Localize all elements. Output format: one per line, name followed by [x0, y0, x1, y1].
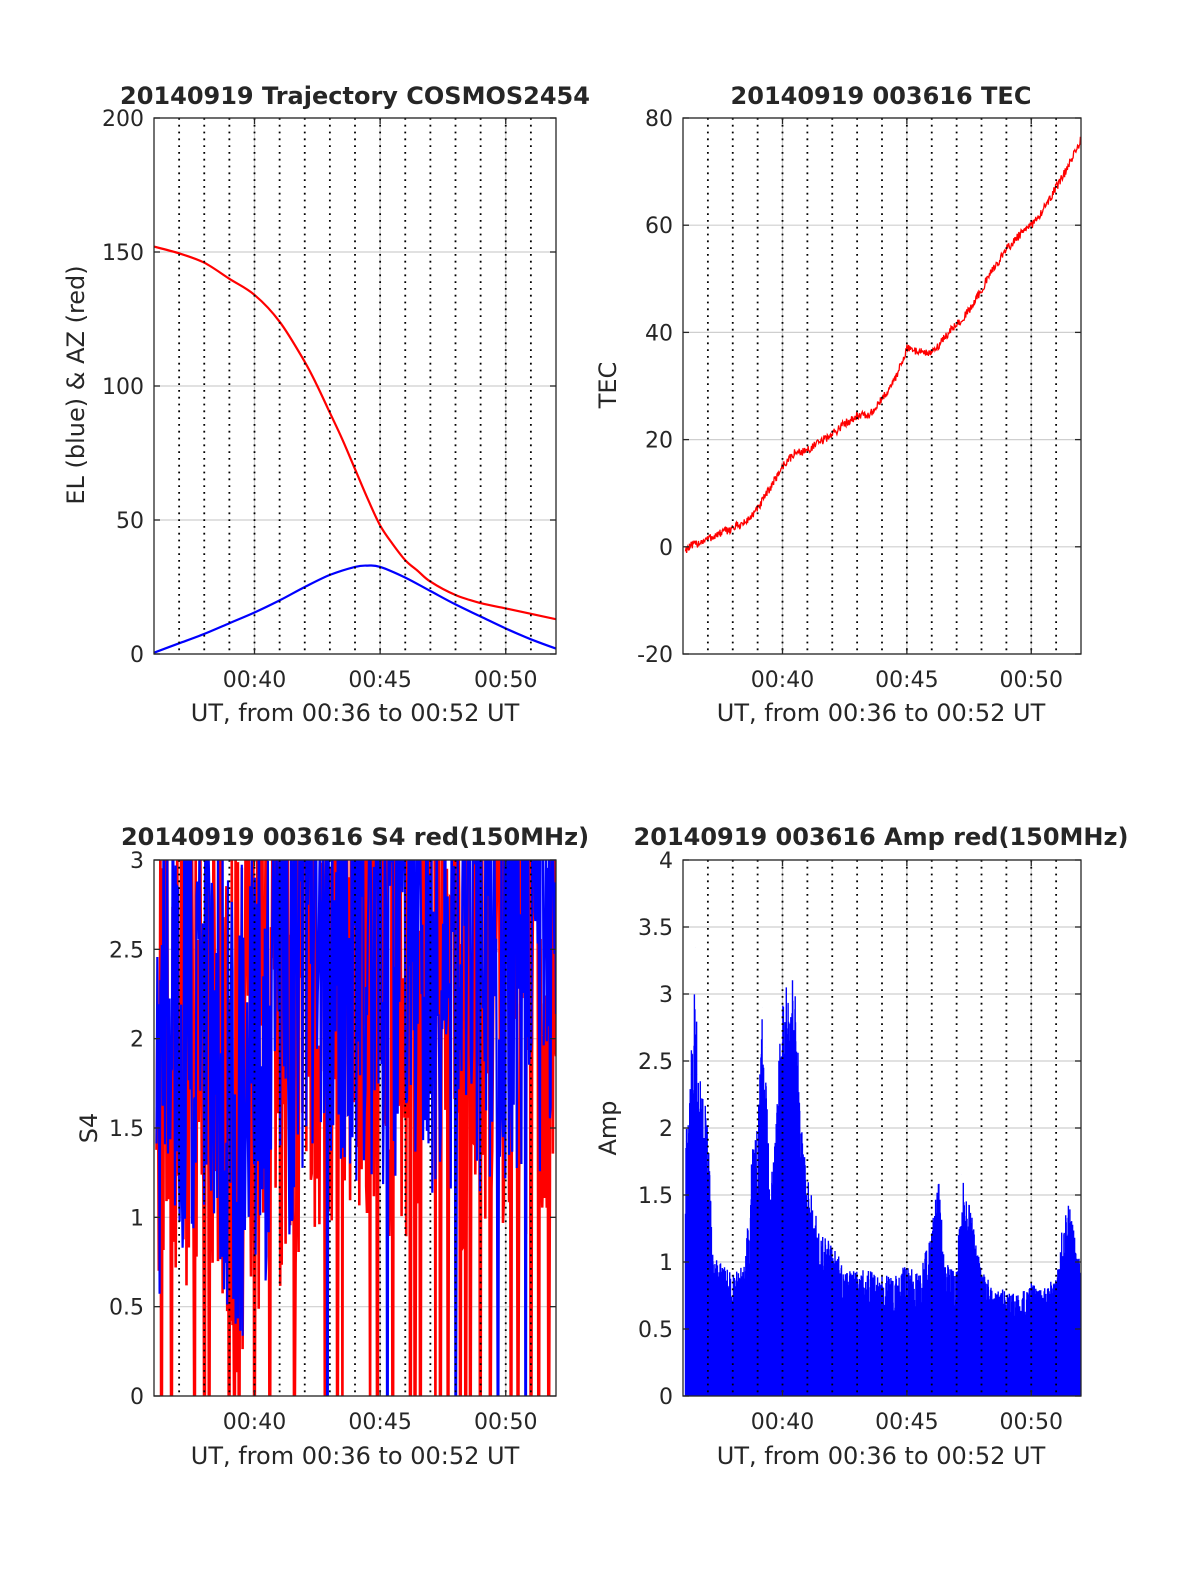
y-tick-label: 2.5 [638, 1050, 673, 1075]
x-tick-label: 00:50 [474, 668, 537, 693]
series-line [154, 245, 556, 621]
panel-title: 20140919 003616 TEC [731, 82, 1032, 110]
tec-panel: 20140919 003616 TEC TEC UT, from 00:36 t… [594, 82, 1082, 727]
y-tick-label: 0 [130, 643, 144, 668]
y-axis-label: Amp [594, 1100, 622, 1155]
y-tick-label: 0 [130, 1385, 144, 1410]
x-tick-label: 00:40 [751, 1410, 814, 1435]
x-tick-label: 00:50 [1000, 1410, 1063, 1435]
y-tick-label: 100 [102, 375, 144, 400]
y-tick-label: 3 [130, 849, 144, 874]
x-tick-label: 00:45 [875, 1410, 938, 1435]
y-tick-label: 3.5 [638, 916, 673, 941]
panel-title: 20140919 Trajectory COSMOS2454 [120, 82, 590, 110]
x-tick-label: 00:45 [875, 668, 938, 693]
y-tick-label: 1.5 [638, 1184, 673, 1209]
plot-content [155, 860, 556, 1396]
x-axis-label: UT, from 00:36 to 00:52 UT [191, 1442, 520, 1470]
y-tick-label: 4 [659, 849, 673, 874]
series-line [684, 980, 1081, 1396]
y-axis-label: EL (blue) & AZ (red) [62, 265, 90, 504]
y-tick-label: 3 [659, 983, 673, 1008]
x-tick-label: 00:50 [1000, 668, 1063, 693]
x-tick-label: 00:40 [223, 668, 286, 693]
y-tick-label: 20 [645, 429, 673, 454]
y-tick-label: 200 [102, 107, 144, 132]
x-tick-label: 00:40 [751, 668, 814, 693]
x-axis-label: UT, from 00:36 to 00:52 UT [717, 699, 1046, 727]
y-tick-label: 80 [645, 107, 673, 132]
series-0000ff [155, 860, 556, 1396]
y-tick-label: 0 [659, 1385, 673, 1410]
y-tick-label: 2.5 [109, 938, 144, 963]
amp-panel: 20140919 003616 Amp red(150MHz) Amp UT, … [594, 823, 1128, 1470]
x-tick-label: 00:40 [223, 1410, 286, 1435]
plot-content [684, 947, 1081, 1396]
y-tick-label: 60 [645, 214, 673, 239]
x-tick-label: 00:45 [348, 1410, 411, 1435]
y-tick-label: 1.5 [109, 1117, 144, 1142]
trajectory-panel: 20140919 Trajectory COSMOS2454 EL (blue)… [62, 82, 590, 727]
series-line [155, 860, 556, 1396]
y-tick-label: 150 [102, 241, 144, 266]
y-tick-label: 2 [130, 1028, 144, 1053]
y-axis-label: S4 [75, 1113, 103, 1144]
y-tick-label: 2 [659, 1117, 673, 1142]
panel-title: 20140919 003616 Amp red(150MHz) [634, 823, 1129, 851]
x-tick-label: 00:45 [348, 668, 411, 693]
x-axis-label: UT, from 00:36 to 00:52 UT [191, 699, 520, 727]
axes-box [682, 117, 1082, 655]
y-tick-label: 0.5 [109, 1296, 144, 1321]
s4-panel: 20140919 003616 S4 red(150MHz) S4 UT, fr… [75, 823, 589, 1470]
x-tick-label: 00:50 [474, 1410, 537, 1435]
panel-title: 20140919 003616 S4 red(150MHz) [121, 823, 589, 851]
series-0000ff [684, 947, 1081, 1396]
series-ff0000 [684, 136, 1081, 553]
y-tick-label: 1 [659, 1251, 673, 1276]
y-axis-label: TEC [594, 362, 622, 410]
y-tick-label: 50 [116, 509, 144, 534]
plot-content [684, 136, 1081, 553]
y-tick-label: 0 [659, 536, 673, 561]
y-tick-label: 1 [130, 1206, 144, 1231]
y-tick-label: -20 [637, 643, 673, 668]
y-tick-label: 40 [645, 321, 673, 346]
x-axis-label: UT, from 00:36 to 00:52 UT [717, 1442, 1046, 1470]
y-tick-label: 0.5 [638, 1318, 673, 1343]
series-line [684, 136, 1081, 553]
series-line [154, 564, 556, 654]
